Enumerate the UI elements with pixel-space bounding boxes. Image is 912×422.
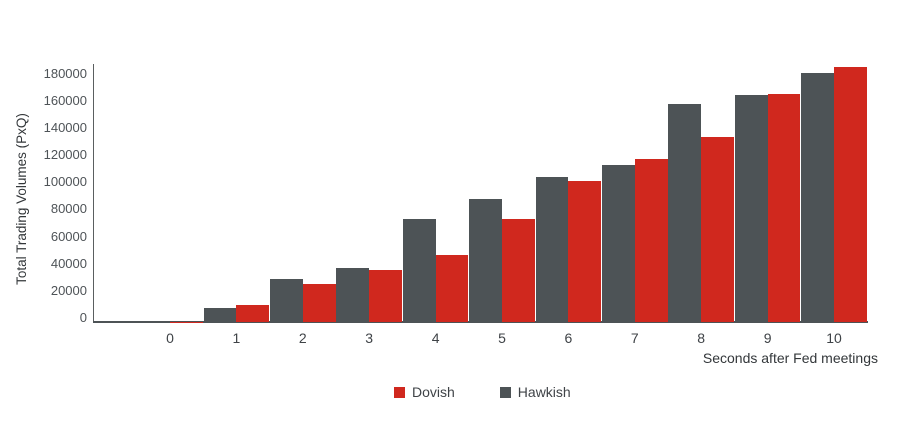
- bar-hawkish-6: [535, 177, 569, 322]
- bar-hawkish-0: [137, 320, 170, 322]
- bar-hawkish-10: [801, 72, 834, 322]
- y-tick-label: 0: [79, 310, 87, 325]
- x-tick-label: 0: [166, 330, 174, 346]
- x-tick-label: 6: [564, 330, 573, 346]
- x-tick-label: 9: [763, 330, 772, 346]
- x-tick-label: 5: [498, 330, 506, 346]
- x-tick-label: 4: [431, 330, 440, 346]
- bar-hawkish-1: [203, 308, 237, 322]
- x-tick-label: 2: [298, 330, 307, 346]
- bar-dovish-5: [502, 218, 535, 322]
- bar-hawkish-8: [668, 104, 702, 322]
- x-tick-label: 7: [630, 330, 639, 346]
- legend-swatch-hawkish-icon: [499, 386, 511, 398]
- legend-item-hawkish[interactable]: Hawkish: [499, 384, 571, 400]
- bar-dovish-6: [568, 181, 602, 322]
- x-axis-line: [93, 321, 868, 323]
- legend-swatch-dovish-icon: [394, 386, 405, 398]
- bar-dovish-7: [634, 159, 668, 322]
- bar-hawkish-5: [469, 199, 502, 322]
- bar-hawkish-9: [734, 94, 768, 322]
- bar-dovish-3: [369, 270, 402, 322]
- x-axis-title: Seconds after Fed meetings: [702, 350, 878, 366]
- y-tick-label: 180000: [43, 65, 87, 81]
- legend-label: Dovish: [412, 384, 455, 400]
- bar-dovish-10: [834, 66, 867, 322]
- x-tick-label: 10: [826, 330, 842, 346]
- legend-label: Hawkish: [517, 384, 571, 400]
- y-tick-label: 20000: [50, 282, 87, 298]
- bar-hawkish-7: [602, 165, 635, 322]
- bar-dovish-4: [435, 255, 469, 322]
- bar-hawkish-4: [402, 219, 436, 322]
- bar-hawkish-2: [270, 279, 303, 322]
- bar-hawkish-3: [336, 268, 370, 322]
- y-tick-label: 160000: [43, 92, 87, 108]
- x-tick-label: 1: [232, 330, 241, 346]
- bar-dovish-9: [767, 93, 801, 322]
- chart-legend: Dovish Hawkish: [394, 384, 571, 400]
- x-tick-label: 8: [697, 330, 706, 346]
- y-tick-label: 140000: [43, 119, 87, 135]
- bar-dovish-2: [302, 283, 336, 322]
- y-tick-label: 100000: [43, 174, 87, 190]
- x-tick-label: 3: [365, 330, 374, 346]
- bar-dovish-1: [236, 305, 270, 322]
- y-axis-line: [93, 64, 94, 322]
- y-tick-label: 40000: [50, 255, 87, 271]
- y-tick-label: 60000: [50, 228, 87, 244]
- y-tick-label: 120000: [43, 147, 87, 163]
- y-tick-label: 80000: [50, 201, 87, 217]
- bar-dovish-8: [701, 137, 734, 322]
- legend-item-dovish[interactable]: Dovish: [394, 384, 455, 400]
